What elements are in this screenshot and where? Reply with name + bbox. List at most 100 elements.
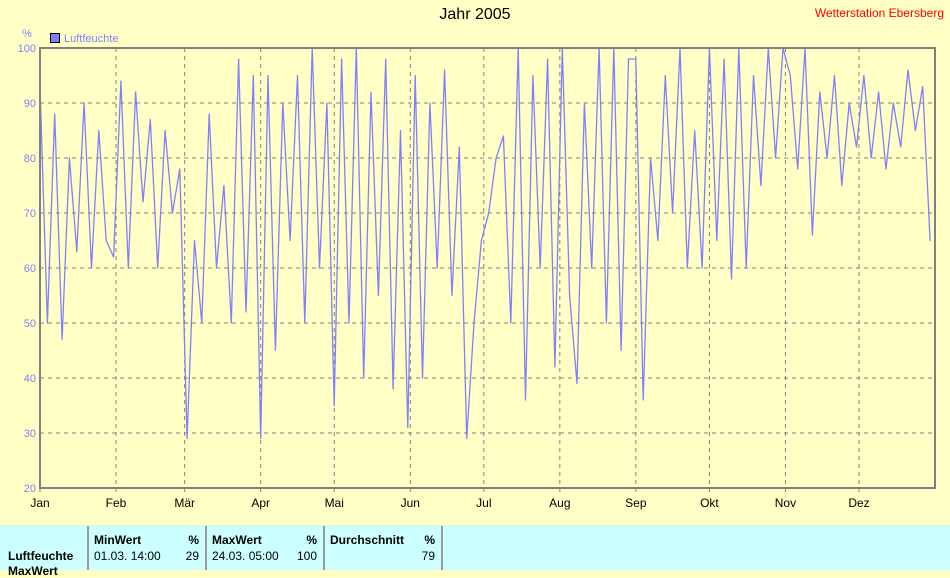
x-tick-label: Jul [476,496,491,510]
data-point [752,74,755,77]
y-tick-label: 40 [24,373,36,385]
legend-swatch [50,33,60,43]
data-point [142,201,144,203]
data-point [510,322,512,324]
y-tick-label: 70 [24,208,36,220]
data-point [370,91,372,93]
avg-value: 79 [421,549,435,563]
data-point [98,129,100,132]
x-tick-label: Okt [700,496,719,510]
x-tick-label: Jun [401,496,420,510]
max-value: 100 [296,549,317,563]
y-tick-label: 50 [24,318,36,330]
data-point [539,267,541,269]
data-point [480,239,482,242]
data-point [554,366,556,368]
data-point [473,322,475,324]
data-point [775,157,777,159]
y-axis-unit: % [22,28,32,40]
data-point [127,267,129,269]
data-point [760,184,762,187]
data-point [591,267,593,269]
data-point [149,118,151,121]
data-point [274,349,276,352]
data-point [833,74,836,77]
x-tick-label: Dez [848,496,869,510]
data-point [208,113,210,115]
data-point [230,322,232,324]
data-point [414,74,416,77]
x-tick-label: Feb [106,496,127,510]
data-point [61,338,63,341]
data-point [385,58,387,60]
data-point [811,234,813,236]
data-point [157,267,159,269]
data-point [223,184,225,187]
data-point [260,437,262,440]
data-point [532,74,534,77]
max-unit: % [306,533,317,547]
data-point [841,184,843,187]
data-point [657,239,659,242]
data-point [68,157,71,159]
data-point [238,58,240,60]
x-tick-label: Nov [775,496,796,510]
x-tick-label: Sep [625,496,647,510]
label-column [0,526,89,570]
data-point [701,267,703,269]
data-point [914,129,916,132]
data-point [318,267,321,269]
data-point [120,80,122,82]
data-point [605,322,608,324]
y-tick-label: 80 [24,153,36,165]
y-tick-label: 20 [24,483,36,495]
data-point [429,102,431,104]
data-point [819,91,821,93]
data-point [326,102,328,104]
max-column: MaxWert % 24.03. 05:00 100 [207,526,325,570]
data-point [179,168,181,170]
data-point [135,91,137,93]
data-point [164,129,166,132]
data-point [282,102,284,104]
data-point [421,377,424,379]
data-point [201,322,203,324]
x-tick-label: Mai [325,496,344,510]
data-point [348,322,350,324]
data-point [664,74,666,77]
data-point [789,74,791,77]
data-point [392,388,394,390]
data-point [797,168,799,170]
min-column: MinWert % 01.03. 14:00 29 [89,526,207,570]
data-point [112,256,115,258]
data-point [723,58,725,60]
data-point [569,294,571,297]
data-point [694,129,696,132]
data-point [524,399,527,401]
data-point [83,102,85,104]
data-point [892,102,894,104]
max-time: 24.03. 05:00 [212,549,279,563]
data-point [900,146,902,148]
data-point [215,267,218,269]
data-point [488,212,490,214]
min-unit: % [188,533,199,547]
data-point [54,113,56,115]
data-point [716,239,718,242]
data-point [363,377,365,379]
max-header: MaxWert [212,533,262,547]
row-label: Luftfeuchte [8,549,74,563]
data-point [267,74,269,77]
y-tick-label: 90 [24,98,36,110]
data-point [686,267,688,269]
data-point [885,168,887,170]
data-point [730,278,733,280]
legend-label: Luftfeuchte [64,33,118,45]
data-point [407,426,409,429]
data-point [436,267,438,269]
data-point [399,129,402,132]
data-point [576,382,578,385]
x-tick-label: Mär [174,496,195,510]
data-point [171,212,174,214]
data-point [583,102,585,104]
